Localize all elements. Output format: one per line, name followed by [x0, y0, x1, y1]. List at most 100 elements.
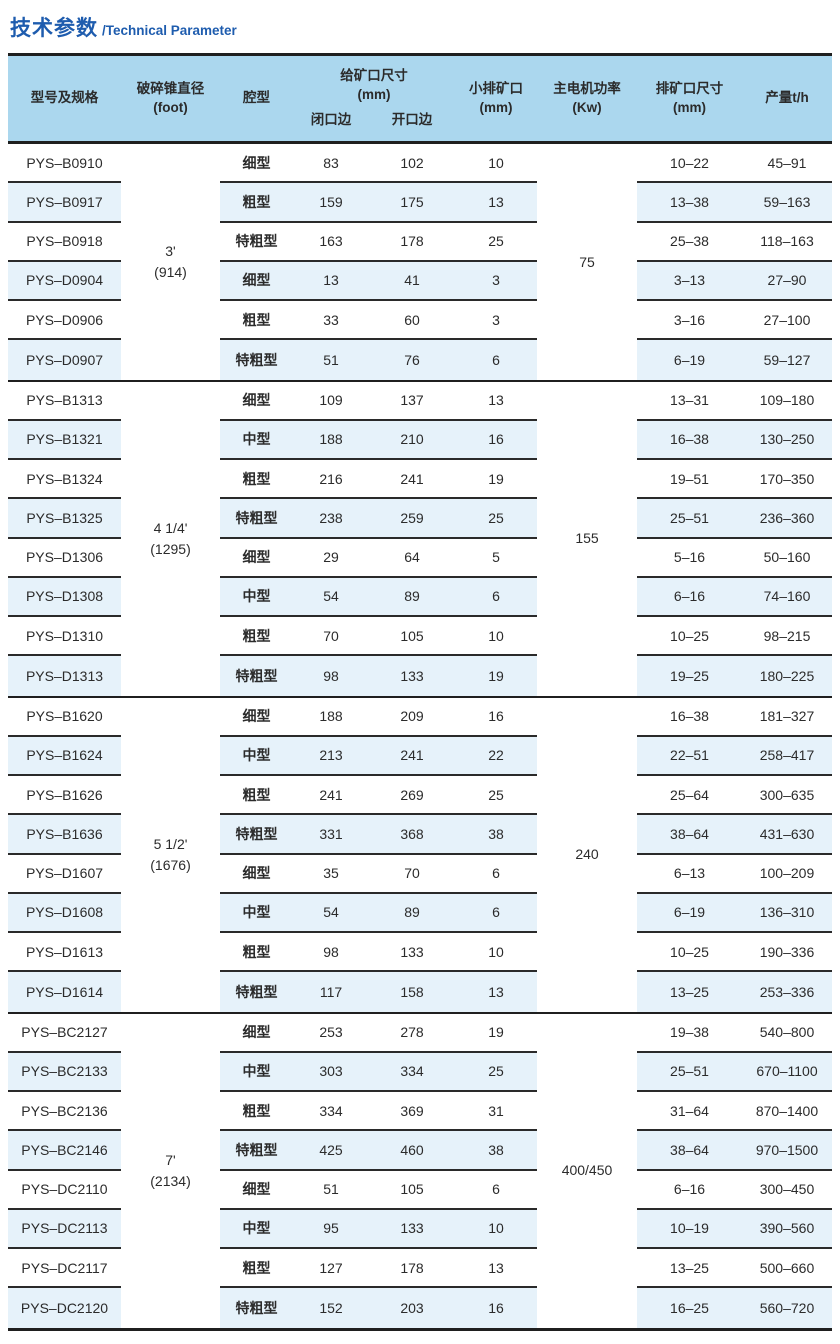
open-side-cell: 70 — [369, 855, 455, 894]
discharge-size-cell: 13–25 — [637, 972, 742, 1012]
discharge-size-cell: 6–13 — [637, 855, 742, 894]
capacity-cell: 170–350 — [742, 460, 832, 500]
discharge-size-cell: 31–64 — [637, 1092, 742, 1132]
cavity-cell: 细型 — [220, 698, 293, 737]
col-header-cone-diameter-label: 破碎锥直径 — [136, 80, 205, 96]
col-header-open-side: 开口边 — [391, 112, 433, 128]
open-side-cell: 41 — [369, 261, 455, 301]
closed-side-cell: 216 — [293, 460, 369, 500]
open-side-cell: 158 — [369, 972, 455, 1012]
closed-side-cell: 51 — [293, 1171, 369, 1210]
cavity-cell: 特粗型 — [220, 1288, 293, 1328]
capacity-cell: 74–160 — [742, 577, 832, 617]
closed-side-cell: 152 — [293, 1288, 369, 1328]
cavity-cell: 粗型 — [220, 301, 293, 341]
cone-diameter-cell: 4 1/4' (1295) — [121, 382, 220, 696]
model-cell: PYS–B1636 — [8, 815, 121, 855]
capacity-cell: 109–180 — [742, 382, 832, 421]
min-discharge-cell: 13 — [455, 1249, 537, 1289]
min-discharge-cell: 13 — [455, 972, 537, 1012]
table-group-3: 5 1/2' (1676) 240 PYS–B1620 细型 188 209 16 16–38 1… — [8, 698, 832, 1014]
col-header-motor-power-unit: (Kw) — [572, 99, 602, 115]
min-discharge-cell: 13 — [455, 183, 537, 223]
cavity-cell: 特粗型 — [220, 972, 293, 1012]
min-discharge-cell: 22 — [455, 736, 537, 776]
min-discharge-cell: 3 — [455, 301, 537, 341]
col-header-feed-opening-unit: (mm) — [357, 86, 391, 102]
min-discharge-cell: 38 — [455, 815, 537, 855]
cavity-cell: 中型 — [220, 420, 293, 460]
cavity-cell: 特粗型 — [220, 656, 293, 696]
cavity-cell: 细型 — [220, 855, 293, 894]
table-body: 3' (914) 75 PYS–B0910 细型 83 102 10 10–22 45–91 PYS… — [8, 144, 832, 1328]
open-side-cell: 241 — [369, 460, 455, 500]
capacity-cell: 300–450 — [742, 1171, 832, 1210]
cavity-cell: 细型 — [220, 1171, 293, 1210]
min-discharge-cell: 6 — [455, 340, 537, 380]
closed-side-cell: 83 — [293, 144, 369, 184]
discharge-size-cell: 16–38 — [637, 698, 742, 737]
col-header-closed-side: 闭口边 — [310, 112, 352, 128]
cone-diameter-cell: 7' (2134) — [121, 1014, 220, 1328]
model-cell: PYS–D1608 — [8, 893, 121, 933]
min-discharge-cell: 19 — [455, 656, 537, 696]
motor-power-value: 240 — [575, 846, 599, 863]
closed-side-cell: 54 — [293, 893, 369, 933]
cone-diameter-value: 3' — [165, 243, 176, 260]
discharge-size-cell: 6–16 — [637, 577, 742, 617]
discharge-size-cell: 13–38 — [637, 183, 742, 223]
closed-side-cell: 13 — [293, 261, 369, 301]
closed-side-cell: 35 — [293, 855, 369, 894]
feed-opening-subheaders: 闭口边 开口边 — [293, 111, 455, 130]
discharge-size-cell: 10–25 — [637, 933, 742, 973]
discharge-size-cell: 13–31 — [637, 382, 742, 421]
col-header-cone-diameter-unit: (foot) — [153, 99, 188, 115]
capacity-cell: 500–660 — [742, 1249, 832, 1289]
closed-side-cell: 70 — [293, 617, 369, 657]
open-side-cell: 133 — [369, 656, 455, 696]
closed-side-cell: 188 — [293, 698, 369, 737]
open-side-cell: 210 — [369, 420, 455, 460]
cavity-cell: 细型 — [220, 382, 293, 421]
col-header-min-discharge: 小排矿口 (mm) — [455, 80, 537, 118]
capacity-cell: 390–560 — [742, 1209, 832, 1249]
cone-diameter-value: 5 1/2' — [153, 836, 188, 853]
col-header-model-label: 型号及规格 — [30, 90, 99, 106]
min-discharge-cell: 5 — [455, 539, 537, 578]
min-discharge-cell: 10 — [455, 933, 537, 973]
cavity-cell: 中型 — [220, 893, 293, 933]
model-cell: PYS–D1313 — [8, 656, 121, 696]
capacity-cell: 560–720 — [742, 1288, 832, 1328]
capacity-cell: 670–1100 — [742, 1052, 832, 1092]
capacity-cell: 180–225 — [742, 656, 832, 696]
capacity-cell: 190–336 — [742, 933, 832, 973]
open-side-cell: 89 — [369, 577, 455, 617]
page-title-en: /Technical Parameter — [102, 23, 237, 38]
col-header-motor-power-label: 主电机功率 — [553, 80, 621, 96]
model-cell: PYS–BC2133 — [8, 1052, 121, 1092]
closed-side-cell: 163 — [293, 223, 369, 262]
cavity-cell: 特粗型 — [220, 499, 293, 539]
model-cell: PYS–BC2127 — [8, 1014, 121, 1053]
col-header-cavity: 腔型 — [220, 89, 293, 108]
discharge-size-cell: 10–19 — [637, 1209, 742, 1249]
closed-side-cell: 213 — [293, 736, 369, 776]
cone-diameter-mm: (914) — [154, 263, 187, 280]
capacity-cell: 300–635 — [742, 776, 832, 816]
closed-side-cell: 238 — [293, 499, 369, 539]
open-side-cell: 334 — [369, 1052, 455, 1092]
discharge-size-cell: 19–38 — [637, 1014, 742, 1053]
motor-power-value: 75 — [579, 253, 595, 270]
open-side-cell: 64 — [369, 539, 455, 578]
closed-side-cell: 51 — [293, 340, 369, 380]
open-side-cell: 102 — [369, 144, 455, 184]
capacity-cell: 136–310 — [742, 893, 832, 933]
min-discharge-cell: 10 — [455, 617, 537, 657]
cavity-cell: 中型 — [220, 1052, 293, 1092]
model-cell: PYS–B1620 — [8, 698, 121, 737]
cone-diameter-mm: (1295) — [150, 540, 191, 557]
open-side-cell: 133 — [369, 1209, 455, 1249]
discharge-size-cell: 10–25 — [637, 617, 742, 657]
closed-side-cell: 331 — [293, 815, 369, 855]
model-cell: PYS–DC2117 — [8, 1249, 121, 1289]
